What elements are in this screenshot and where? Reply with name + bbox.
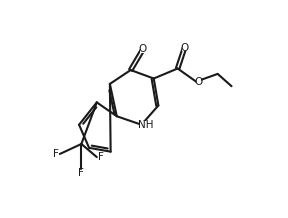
Text: O: O xyxy=(139,44,147,54)
Bar xyxy=(196,78,201,85)
Text: NH: NH xyxy=(138,120,153,130)
Bar xyxy=(182,44,187,51)
Bar xyxy=(53,150,59,157)
Text: F: F xyxy=(78,168,84,178)
Text: O: O xyxy=(194,77,202,87)
Text: F: F xyxy=(98,152,104,162)
Bar xyxy=(98,154,103,160)
Text: F: F xyxy=(53,149,59,159)
Text: O: O xyxy=(181,43,189,53)
Bar xyxy=(140,46,146,53)
Bar xyxy=(79,170,84,177)
Bar xyxy=(140,121,150,128)
